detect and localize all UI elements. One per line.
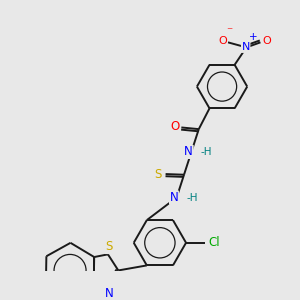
Text: +: +	[249, 32, 258, 42]
Text: S: S	[154, 168, 162, 181]
Text: S: S	[105, 241, 112, 254]
Text: O: O	[218, 36, 227, 46]
Text: -H: -H	[201, 147, 212, 157]
Text: N: N	[242, 42, 250, 52]
Text: N: N	[105, 287, 113, 300]
Text: N: N	[184, 146, 193, 158]
Text: ⁻: ⁻	[226, 25, 233, 38]
Text: N: N	[169, 191, 178, 204]
Text: O: O	[262, 36, 271, 46]
Text: O: O	[170, 120, 179, 133]
Text: Cl: Cl	[208, 236, 220, 249]
Text: -H: -H	[186, 193, 197, 202]
